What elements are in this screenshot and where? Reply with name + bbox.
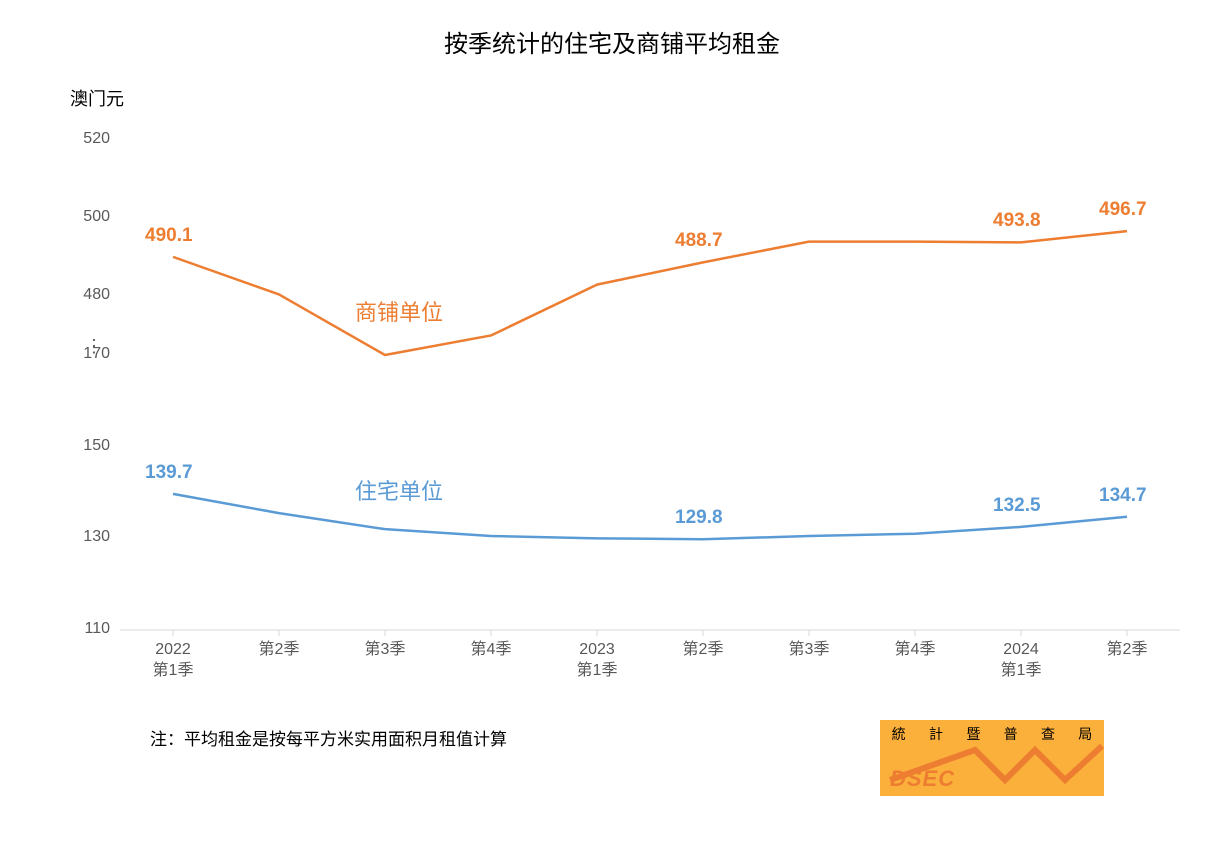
x-tick-label: 第4季: [870, 640, 960, 661]
data-label: 129.8: [675, 507, 723, 529]
data-label: 139.7: [145, 462, 193, 484]
data-label: 488.7: [675, 230, 723, 252]
y-tick-label: 110: [70, 620, 110, 638]
footnote: 注：平均租金是按每平方米实用面积月租值计算: [150, 725, 507, 750]
x-tick-label: 2024 第1季: [976, 640, 1066, 682]
y-tick-label: 480: [70, 286, 110, 304]
y-tick-label: 520: [70, 130, 110, 148]
x-tick-label: 第3季: [340, 640, 430, 661]
y-tick-label: 500: [70, 208, 110, 226]
x-tick-label: 第2季: [658, 640, 748, 661]
y-tick-label: 170: [70, 345, 110, 363]
x-tick-label: 第2季: [1082, 640, 1172, 661]
x-tick-label: 第3季: [764, 640, 854, 661]
series-label: 住宅单位: [355, 474, 443, 506]
x-tick-label: 第2季: [234, 640, 324, 661]
x-tick-label: 第4季: [446, 640, 536, 661]
y-tick-label: 150: [70, 437, 110, 455]
data-label: 134.7: [1099, 485, 1147, 507]
x-tick-label: 2023 第1季: [552, 640, 642, 682]
data-label: 493.8: [993, 210, 1041, 232]
dsec-logo: 統 計 暨 普 查 局 DSEC: [880, 720, 1104, 796]
data-label: 132.5: [993, 495, 1041, 517]
series-line-住宅单位: [173, 494, 1127, 539]
series-label: 商铺单位: [355, 295, 443, 327]
x-tick-label: 2022 第1季: [128, 640, 218, 682]
y-tick-label: 130: [70, 528, 110, 546]
logo-acronym: DSEC: [890, 766, 955, 792]
chart-title: 按季统计的住宅及商铺平均租金: [0, 24, 1224, 59]
data-label: 490.1: [145, 225, 193, 247]
y-axis-title: 澳门元: [70, 85, 124, 111]
series-line-商铺单位: [173, 231, 1127, 355]
data-label: 496.7: [1099, 199, 1147, 221]
